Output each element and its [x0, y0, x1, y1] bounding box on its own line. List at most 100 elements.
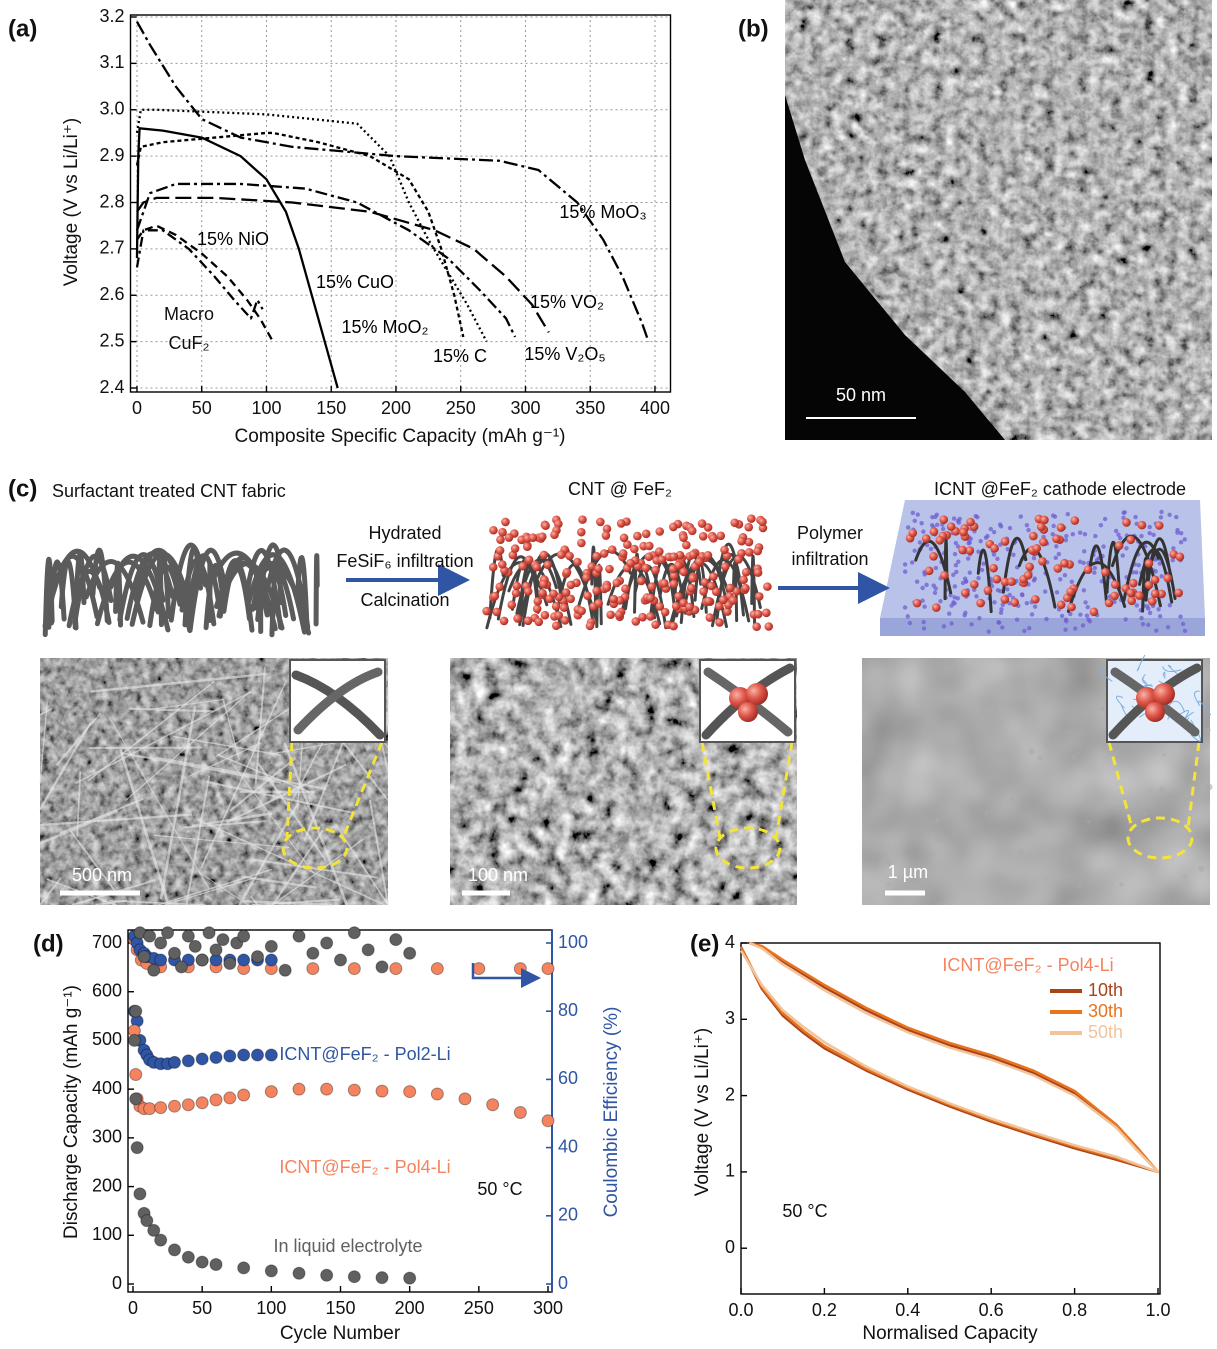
scale-bar-label: 50 nm	[836, 385, 886, 405]
particle	[699, 587, 708, 596]
sem-fiber	[253, 858, 379, 879]
particle	[488, 562, 498, 572]
data-point	[237, 1048, 251, 1062]
polymer-bead	[1086, 617, 1091, 622]
scale-bar-label: 500 nm	[72, 865, 132, 885]
x-tick-label: 50	[192, 398, 212, 418]
particle	[744, 522, 754, 532]
x-tick-label: 0	[128, 1298, 138, 1318]
particle	[577, 538, 586, 548]
y-tick-label: 300	[92, 1127, 122, 1147]
polymer-bead	[1182, 628, 1188, 634]
particle	[618, 549, 628, 558]
particle	[592, 586, 601, 596]
sem-speck	[935, 817, 940, 823]
y-tick-label: 200	[92, 1175, 122, 1195]
polymer-bead	[1031, 555, 1037, 561]
x-tick-label: 250	[446, 398, 476, 418]
polymer-bead	[1000, 602, 1005, 607]
data-point	[251, 1048, 264, 1062]
data-point	[129, 1068, 143, 1082]
data-point	[195, 953, 209, 967]
sem-fiber	[87, 680, 215, 782]
polymer-bead	[953, 563, 959, 568]
particle	[753, 609, 763, 619]
sem-fiber	[231, 763, 315, 874]
particle	[739, 575, 748, 585]
x-tick-label: 0.8	[1062, 1300, 1087, 1320]
x-tick-label: 400	[640, 398, 670, 418]
particle	[647, 582, 657, 592]
particle	[730, 518, 740, 528]
particle	[623, 540, 632, 549]
zoom-region	[1126, 816, 1194, 860]
sem-fiber	[39, 701, 48, 784]
particle	[507, 600, 517, 610]
particle	[534, 617, 544, 627]
series-label: 15% MoO₃	[559, 202, 646, 222]
chart: 0 50 100 150 200 250 300 350 400 2.4 2.5 2.6 2.7 2.8 2…	[61, 6, 672, 447]
polymer-bead	[1027, 626, 1032, 631]
sem-fiber	[159, 705, 197, 900]
polymer-bead	[1026, 527, 1031, 533]
data-point	[223, 1091, 237, 1105]
polymer-bead	[1156, 607, 1161, 612]
polymer-bead	[951, 600, 956, 605]
particle	[697, 519, 707, 528]
polymer-bead	[967, 570, 972, 575]
polymer-bead	[1029, 612, 1035, 617]
polymer-bead	[1044, 616, 1049, 622]
particle	[687, 583, 696, 593]
particle	[528, 533, 538, 542]
polymer-bead	[1063, 617, 1069, 622]
sem-fiber	[368, 799, 389, 906]
particle	[577, 527, 586, 537]
x-tick-label: 0.4	[895, 1300, 920, 1320]
sem-speck	[1043, 742, 1048, 747]
particle	[631, 617, 641, 626]
data-point	[306, 946, 320, 960]
x-axis-title: Normalised Capacity	[862, 1323, 1038, 1344]
particle	[614, 610, 624, 619]
sem-speck	[1028, 748, 1035, 755]
particle	[606, 610, 615, 620]
particle	[490, 591, 500, 601]
particle	[958, 545, 967, 555]
polymer-bead	[905, 614, 910, 619]
scale-bar-label: 1 µm	[888, 862, 928, 882]
y-axis-title: Discharge Capacity (mAh g⁻¹)	[61, 985, 82, 1239]
polymer-bead	[1007, 525, 1013, 531]
polymer-bead	[955, 596, 960, 601]
data-point	[154, 1233, 168, 1247]
particle	[510, 544, 520, 553]
inset-particle	[1153, 683, 1175, 705]
particle	[1110, 580, 1120, 589]
sem-fiber	[59, 797, 144, 834]
particle	[707, 581, 716, 591]
y-tick-label: 2.5	[99, 330, 124, 350]
particle	[679, 533, 688, 542]
series-label: 15% VO₂	[530, 292, 604, 312]
legend-label: 30th	[1088, 1001, 1123, 1021]
polymer-bead	[917, 540, 923, 545]
sem-fiber	[88, 746, 203, 750]
particle	[501, 517, 510, 527]
nanotube	[700, 558, 751, 623]
polymer-bead	[952, 584, 958, 589]
polymer-bead	[907, 620, 913, 626]
polymer-bead	[1170, 557, 1176, 563]
sem-speck	[920, 731, 925, 736]
polymer-bead	[991, 552, 997, 557]
particle	[499, 616, 509, 626]
y-tick-label: 2.9	[99, 145, 124, 165]
particle	[912, 598, 922, 608]
polymer-bead	[1092, 570, 1097, 575]
particle	[1000, 595, 1010, 604]
polymer-bead	[954, 569, 959, 575]
sem-speck	[928, 850, 935, 856]
polymer-bead	[922, 604, 927, 609]
sem-speck	[1162, 753, 1167, 757]
x-tick-label: 150	[316, 398, 346, 418]
particle	[1147, 597, 1157, 606]
data-point	[181, 1098, 195, 1112]
